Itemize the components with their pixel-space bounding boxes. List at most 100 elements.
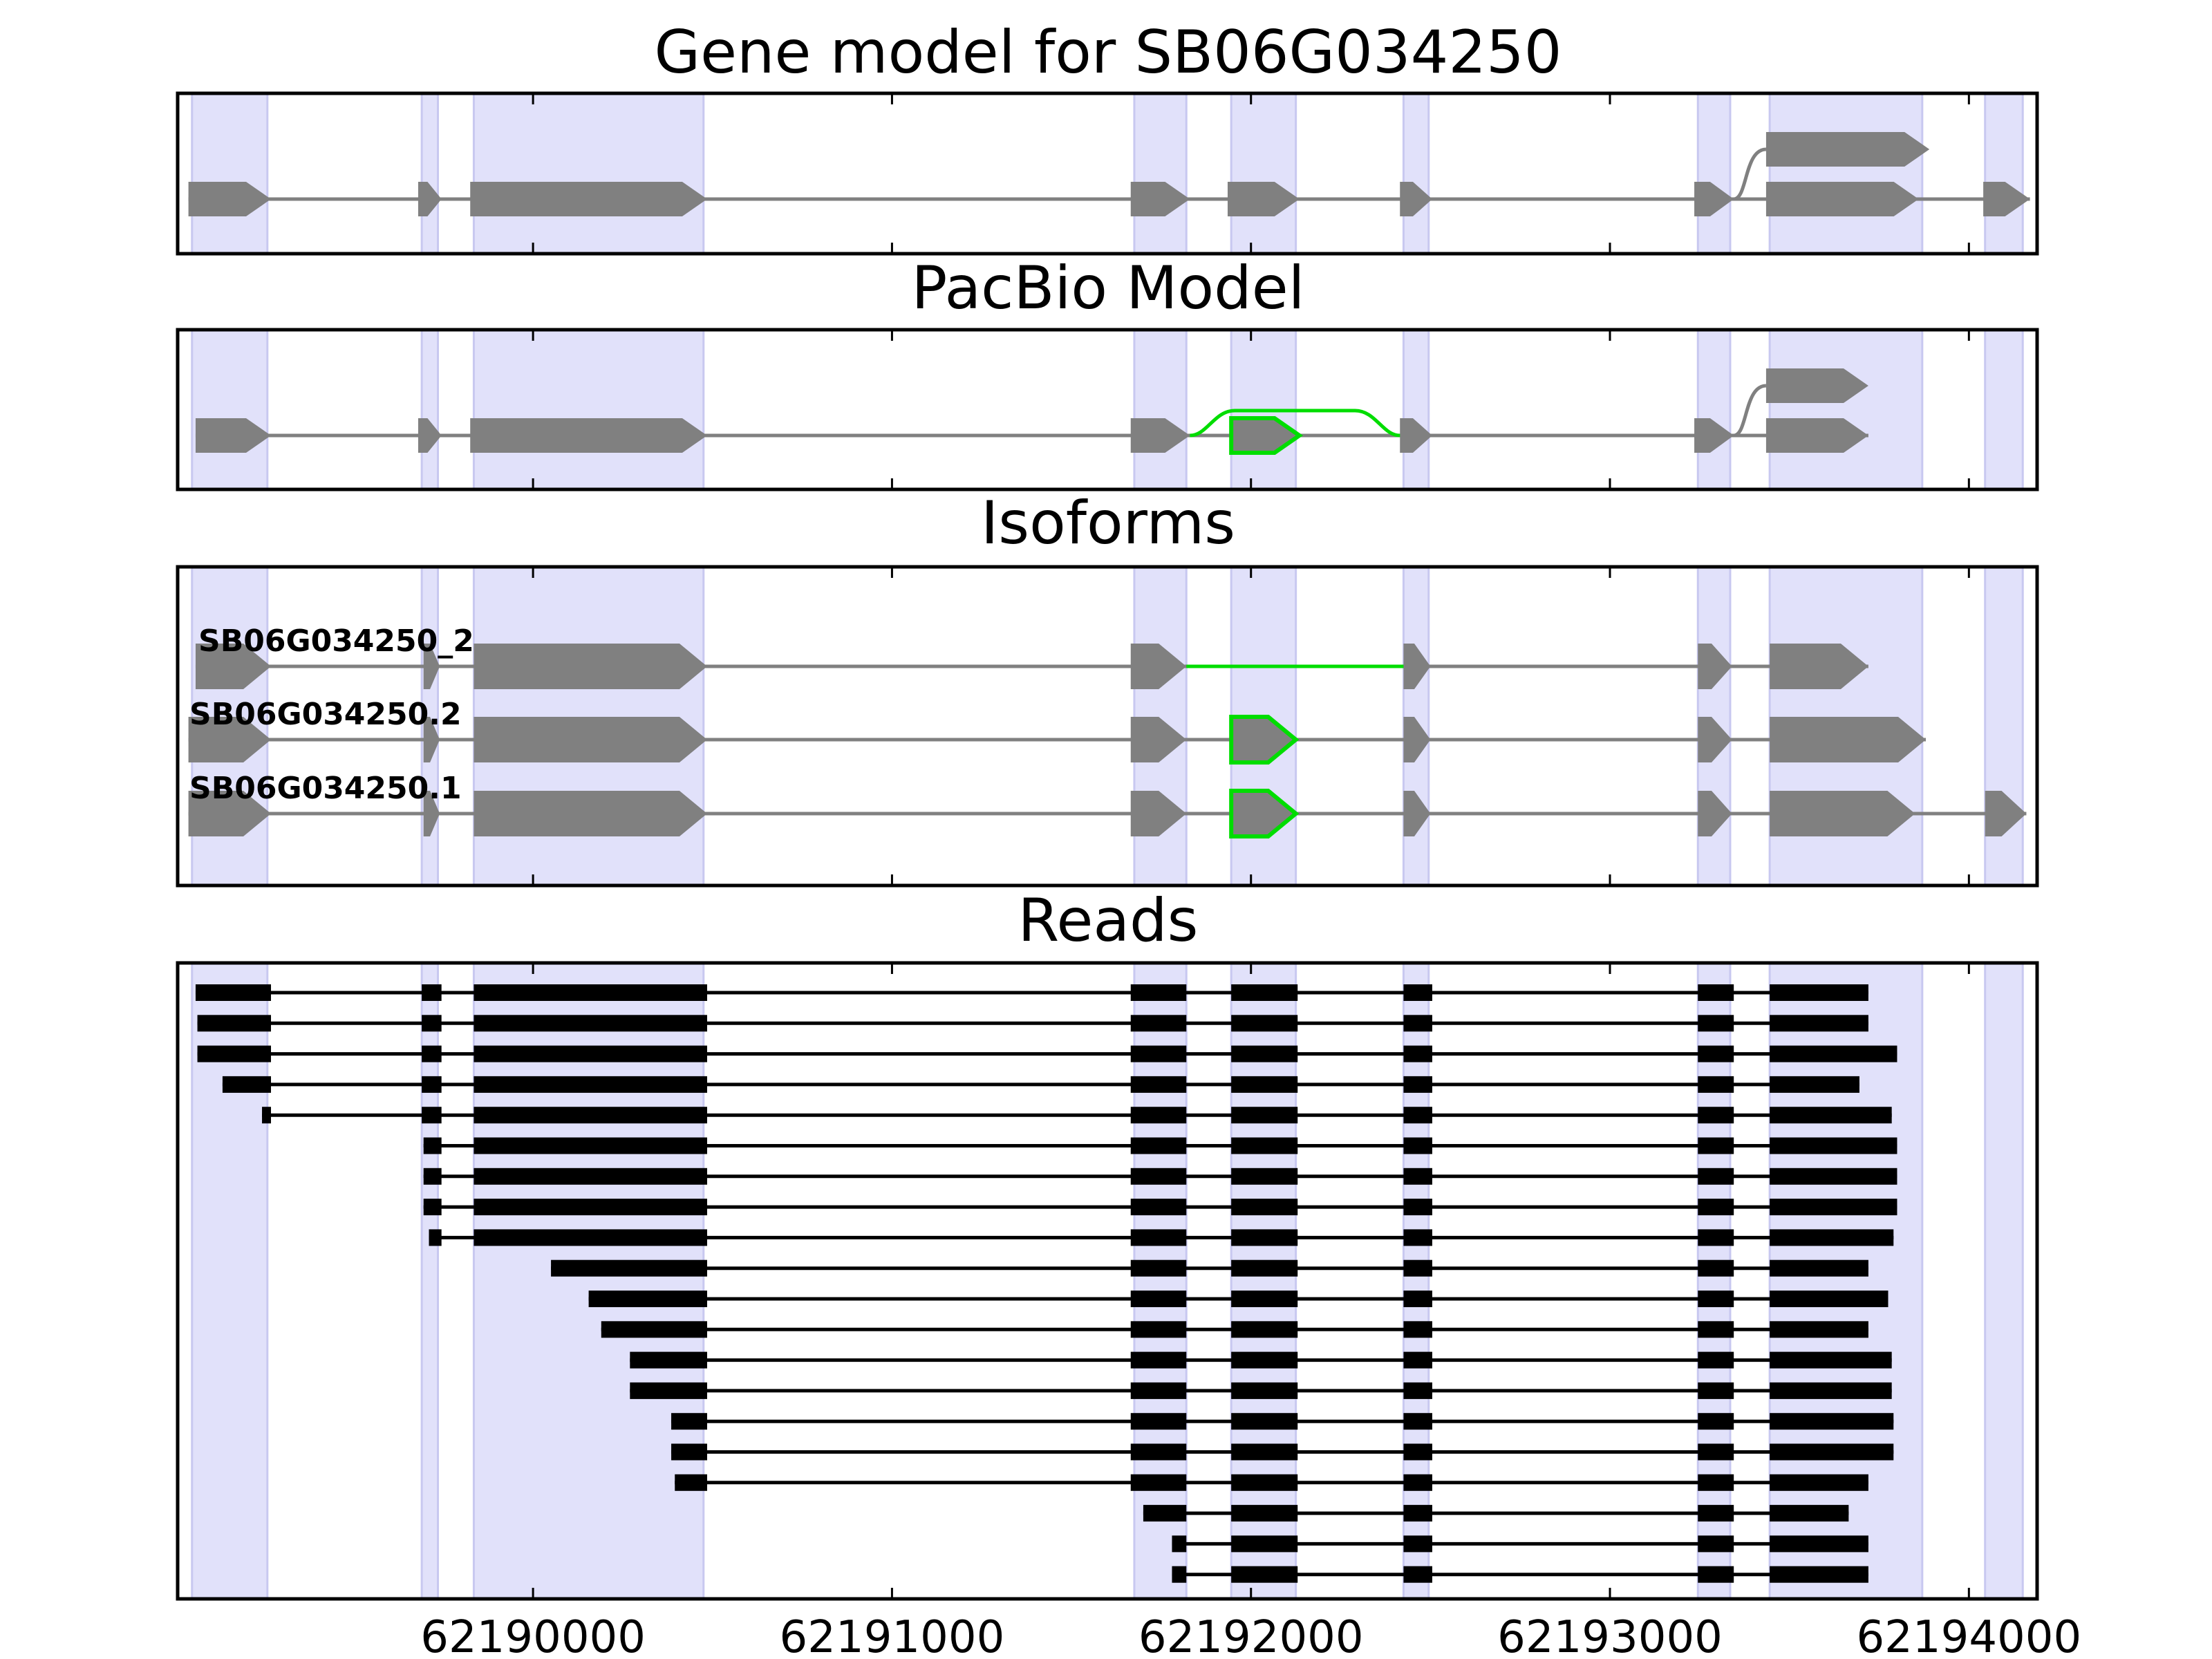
x-tick-label: 62190000 — [420, 1612, 646, 1659]
read-block — [1770, 1015, 1868, 1032]
exon-arrow — [1765, 368, 1868, 403]
exon-arrow — [418, 418, 442, 453]
exon-band — [1402, 328, 1430, 491]
exon-band — [420, 328, 439, 491]
read-block — [1698, 1291, 1734, 1307]
highlighted-exon-arrow — [1229, 416, 1304, 455]
exon-arrow — [1227, 182, 1300, 216]
exon-band — [1768, 328, 1924, 491]
read-block — [422, 984, 442, 1001]
branch-connector — [1733, 384, 1767, 438]
read-block — [1403, 1321, 1432, 1338]
read-block — [1130, 1474, 1187, 1491]
read-block — [1231, 1351, 1298, 1369]
exon-band — [472, 328, 705, 491]
exon-arrow — [1698, 791, 1732, 836]
read-block — [1231, 1443, 1298, 1461]
read-block — [1130, 1259, 1187, 1277]
read-block — [1770, 1229, 1894, 1246]
read-block — [1172, 1566, 1187, 1583]
read-block — [1770, 1505, 1849, 1522]
read-block — [1698, 1076, 1734, 1093]
read-block — [1698, 1045, 1734, 1062]
exon-arrow — [423, 791, 440, 836]
read-block — [1698, 1566, 1734, 1583]
read-block — [1231, 1505, 1298, 1522]
read-block — [1403, 1413, 1432, 1430]
read-block — [1403, 1015, 1432, 1032]
exon-band — [1696, 92, 1732, 255]
exon-band — [1768, 92, 1924, 255]
read-block — [1770, 1259, 1868, 1277]
read-block — [1231, 1199, 1298, 1216]
read-block — [1698, 984, 1734, 1001]
alternative-junction-arc — [1190, 409, 1400, 438]
reads-panel — [176, 961, 2039, 1601]
read-block — [1130, 1291, 1187, 1307]
exon-arrow — [195, 418, 272, 453]
read-block — [1403, 984, 1432, 1001]
read-block — [1143, 1505, 1187, 1522]
read-block — [474, 984, 707, 1001]
exon-arrow — [470, 418, 707, 453]
read-block — [1698, 1474, 1734, 1491]
read-block — [474, 1137, 707, 1154]
exon-band — [191, 328, 269, 491]
exon-band — [472, 962, 705, 1600]
read-block — [601, 1321, 707, 1338]
panel-title-pacbio-model: PacBio Model — [911, 254, 1304, 323]
exon-arrow — [474, 644, 707, 689]
read-block — [1770, 1168, 1897, 1185]
read-block — [1231, 1259, 1298, 1277]
read-block — [1130, 1199, 1187, 1216]
exon-arrow — [418, 182, 442, 216]
read-block — [1698, 1535, 1734, 1553]
read-block — [1698, 1413, 1734, 1430]
exon-arrow — [1130, 791, 1187, 836]
read-block — [1130, 1045, 1187, 1062]
x-tick-label: 62194000 — [1856, 1612, 2081, 1659]
read-block — [1130, 1229, 1187, 1246]
read-block — [422, 1107, 442, 1124]
read-block — [1698, 1199, 1734, 1216]
read-block — [195, 984, 272, 1001]
exon-band — [191, 962, 269, 1600]
read-block — [1770, 1045, 1897, 1062]
exon-arrow — [1130, 644, 1187, 689]
exon-arrow — [1770, 717, 1927, 762]
read-block — [1698, 1505, 1734, 1522]
read-block — [1231, 1413, 1298, 1430]
exon-band — [1984, 328, 2024, 491]
read-block — [1403, 1535, 1432, 1553]
read-block — [1130, 1137, 1187, 1154]
exon-arrow — [1694, 418, 1734, 453]
read-block — [474, 1015, 707, 1032]
read-block — [422, 1045, 442, 1062]
read-block — [1231, 1566, 1298, 1583]
read-block — [474, 1076, 707, 1093]
read-block — [1403, 1443, 1432, 1461]
exon-arrow — [1130, 717, 1187, 762]
exon-band — [1984, 92, 2024, 255]
panel-frame — [176, 961, 2039, 1601]
read-block — [1403, 1229, 1432, 1246]
read-block — [197, 1045, 272, 1062]
exon-arrow — [1985, 791, 2027, 836]
exon-arrow — [1698, 717, 1732, 762]
x-tick-label: 62191000 — [780, 1612, 1005, 1659]
exon-band — [1402, 92, 1430, 255]
read-block — [1231, 1137, 1298, 1154]
exon-arrow — [1400, 418, 1432, 453]
isoform-name-label: SB06G034250.2 — [189, 697, 462, 732]
exon-arrow — [1765, 132, 1930, 167]
exon-arrow — [423, 644, 440, 689]
exon-band — [1133, 962, 1188, 1600]
read-block — [1698, 1443, 1734, 1461]
exon-band — [191, 92, 269, 255]
exon-arrow — [195, 644, 272, 689]
exon-band — [1768, 962, 1924, 1600]
gene-model-panel — [176, 91, 2039, 256]
read-block — [1698, 1259, 1734, 1277]
read-block — [1698, 1137, 1734, 1154]
read-block — [262, 1107, 272, 1124]
